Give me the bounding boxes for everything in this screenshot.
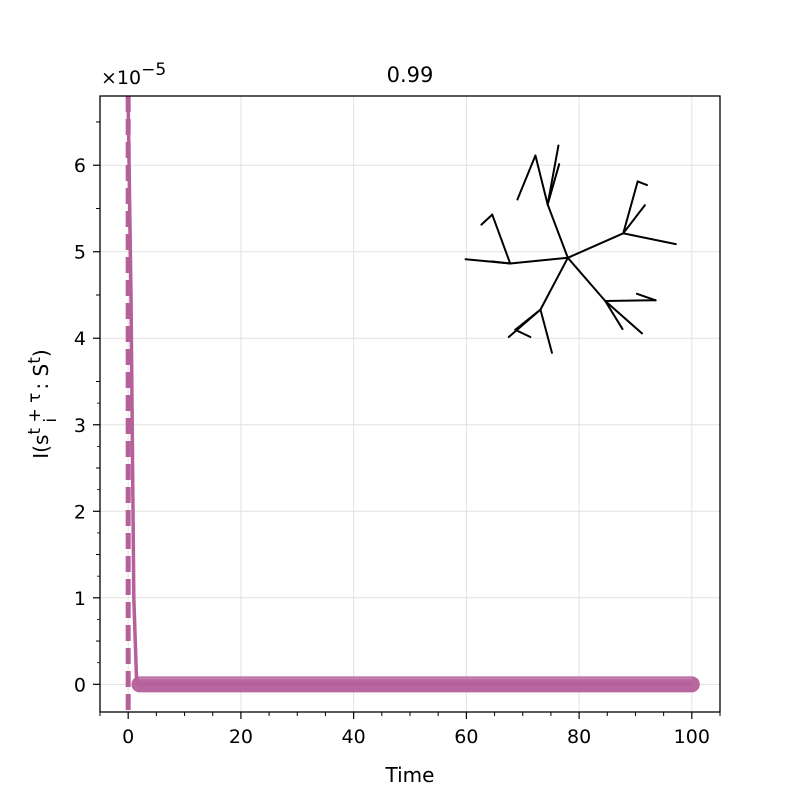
y-axis-multiplier: ×10−5	[101, 60, 166, 89]
tree-branch	[604, 299, 624, 331]
series-layer	[125, 96, 700, 712]
tree-branch	[490, 260, 512, 265]
tree-branch	[514, 328, 532, 338]
tree-branch	[546, 144, 560, 206]
x-tick-label: 60	[454, 726, 478, 748]
chart-title: 0.99	[387, 63, 434, 87]
tree-branch	[566, 232, 625, 259]
tree-branch	[604, 299, 657, 302]
tree-branch	[604, 299, 643, 335]
x-tick-label: 0	[122, 726, 134, 748]
tree-branch	[480, 213, 494, 226]
y-tick-label: 2	[74, 501, 86, 523]
ylabel-base: I(s	[29, 435, 53, 459]
tree-branch	[622, 180, 639, 235]
tree-branch	[566, 256, 607, 302]
tree-branch	[491, 213, 512, 265]
x-tick-label: 20	[229, 726, 253, 748]
axis-ticks: 0 20 40 60 80 100 0 1 2 3 4 5 6	[74, 121, 721, 748]
ylabel-sup-t: t	[25, 357, 45, 364]
y-tick-label: 0	[74, 674, 86, 696]
tree-branch	[534, 154, 549, 206]
tree-branch	[539, 308, 553, 354]
x-tick-label: 40	[342, 726, 366, 748]
grid-lines	[100, 96, 720, 712]
multiplier-exponent: −5	[141, 60, 166, 80]
tree-branch	[539, 256, 569, 311]
x-tick-label: 100	[674, 726, 710, 748]
y-tick-label: 4	[74, 328, 86, 350]
ylabel-end: )	[29, 349, 53, 357]
multiplier-base: ×10	[101, 67, 141, 89]
y-tick-label: 6	[74, 155, 86, 177]
tree-branch	[622, 232, 677, 246]
tree-branch	[507, 308, 542, 338]
tree-branch	[636, 180, 649, 187]
y-axis-label: I(st + τi : St)	[25, 349, 61, 458]
inset-tree-diagram	[464, 144, 677, 354]
ylabel-mid: : S	[29, 364, 53, 396]
tree-branch	[622, 204, 646, 235]
tree-branch	[635, 292, 657, 302]
ylabel-sub-i: i	[41, 418, 61, 423]
tree-branch	[509, 256, 569, 265]
ylabel-sup-t-tau: t + τ	[25, 393, 45, 435]
tree-branch	[546, 203, 569, 259]
x-axis-label: Time	[385, 763, 435, 787]
tree-branch	[516, 154, 537, 201]
y-tick-label: 5	[74, 242, 86, 264]
y-tick-label: 1	[74, 588, 86, 610]
x-tick-label: 80	[567, 726, 591, 748]
plot-frame	[99, 95, 721, 713]
y-tick-label: 3	[74, 415, 86, 437]
